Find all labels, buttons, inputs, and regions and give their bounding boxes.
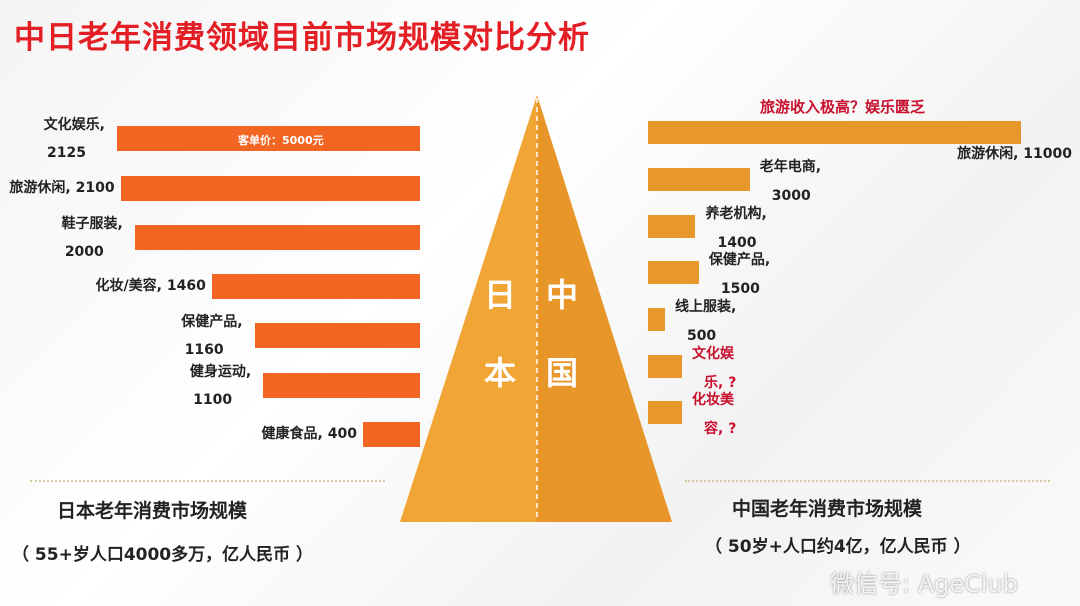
japan-bar-label: 1160: [184, 342, 224, 358]
pyramid-left-half: [400, 95, 537, 522]
china-bar-label: 线上服装,: [674, 299, 737, 315]
pyramid-label-china-2: 国: [546, 354, 579, 392]
china-bar-label: 养老机构,: [705, 206, 767, 222]
china-bar-label: 文化娱: [692, 346, 734, 362]
china-bar-label: 保健产品,: [708, 252, 771, 268]
japan-bar: [117, 126, 420, 151]
china-bar-label: 旅游休闲, 11000: [957, 146, 1072, 162]
china-footer: 中国老年消费市场规模: [732, 498, 923, 520]
japan-bar: [120, 176, 420, 201]
pyramid-label-china-1: 中: [546, 276, 579, 314]
page-title: 中日老年消费领域目前市场规模对比分析: [14, 20, 590, 56]
pyramid-label-japan-1: 日: [484, 276, 517, 314]
china-subfooter: （ 50岁+人口约4亿，亿人民币 ）: [705, 537, 971, 557]
japan-bar-label: 保健产品,: [181, 314, 243, 330]
japan-bar: [263, 373, 420, 398]
japan-bar-label: 1100: [193, 392, 233, 408]
japan-annotation: 客单价：5000元: [238, 134, 324, 147]
china-bar-label: 化妆美: [692, 392, 734, 408]
japan-bar: [362, 422, 420, 447]
japan-bar-label: 2000: [64, 244, 104, 260]
japan-bar: [211, 274, 420, 299]
china-bar: [648, 121, 1021, 144]
japan-bar-label: 鞋子服装,: [61, 216, 123, 232]
china-bar-label: 老年电商,: [759, 159, 822, 175]
japan-footer: 日本老年消费市场规模: [57, 500, 248, 522]
china-bar: [648, 261, 699, 284]
japan-bar-label: 健身运动,: [189, 364, 252, 380]
japan-bar-label: 文化娱乐,: [43, 117, 105, 133]
japan-bar-label: 2125: [47, 145, 86, 161]
china-bar-label: 3000: [771, 188, 811, 204]
china-bar-label: 容, ?: [704, 421, 737, 437]
china-bar-label: 1400: [717, 235, 757, 251]
left-divider: [30, 480, 385, 482]
china-bar: [648, 215, 696, 238]
watermark: 微信号: AgeClub: [830, 570, 1019, 598]
japan-bar: [254, 323, 420, 348]
japan-bar-label: 化妆/美容, 1460: [95, 278, 206, 294]
pyramid-label-japan-2: 本: [484, 354, 517, 392]
china-bar: [648, 308, 665, 331]
japan-bar: [134, 225, 420, 250]
japan-bar-label: 健康食品, 400: [261, 426, 357, 442]
japan-subfooter: （ 55+岁人口4000多万，亿人民币 ）: [12, 545, 314, 565]
china-bar: [648, 168, 750, 191]
china-bar-label: 500: [686, 328, 717, 344]
right-divider: [685, 480, 1050, 482]
japan-bar-label: 旅游休闲, 2100: [9, 180, 115, 196]
pyramid-right-half: [537, 95, 672, 522]
china-bar: [648, 355, 682, 378]
china-bar-label: 1500: [720, 281, 760, 297]
china-annotation: 旅游收入极高？娱乐匮乏: [760, 98, 926, 116]
china-bar-label: 乐, ?: [704, 375, 737, 391]
china-bar: [648, 401, 682, 424]
